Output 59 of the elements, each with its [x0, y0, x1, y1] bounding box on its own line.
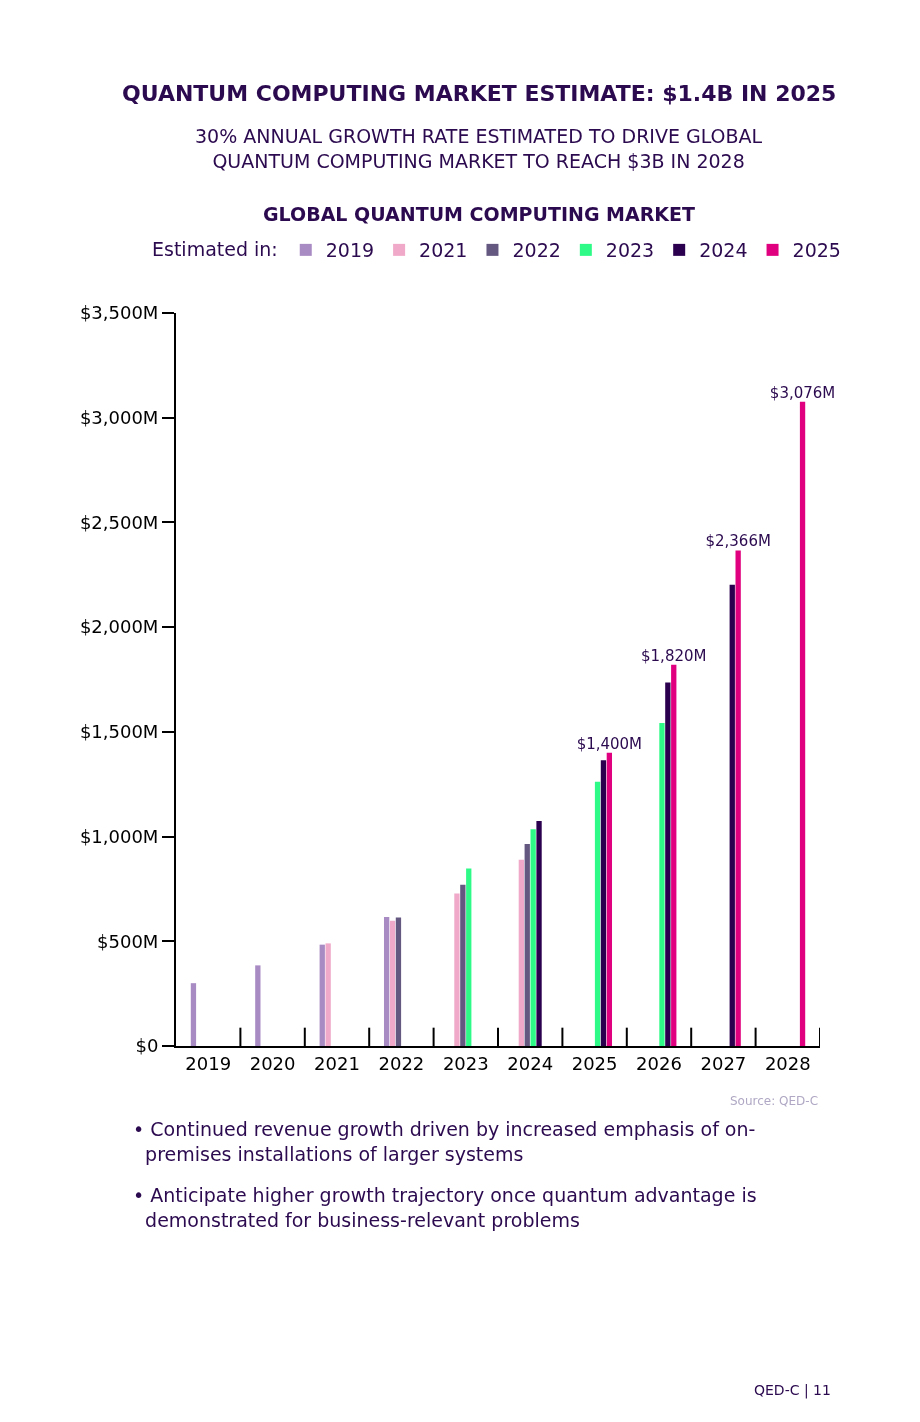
data-label: $1,400M — [576, 734, 643, 753]
chart-subtitle: 30% ANNUAL GROWTH RATE ESTIMATED TO DRIVE GLOBAL QUANTUM COMPUTING MARKET TO REACH $3B IN 2028 — [195, 125, 763, 172]
text: QED-C | 11 — [754, 1382, 831, 1399]
text: • Continued revenue growth driven by increased emphasis of on- premises installations of larger systems — [133, 1118, 756, 1165]
y-tick-label: $0 — [135, 1035, 159, 1057]
bar — [536, 821, 542, 1046]
x-tick-label: 2025 — [571, 1052, 618, 1074]
text: • Anticipate higher growth trajectory once quantum advantage is demonstrated for business-relevant problems — [133, 1184, 757, 1231]
bar — [600, 760, 607, 1046]
y-tick-label: $500M — [97, 930, 159, 952]
bar — [729, 584, 735, 1046]
source-note: Source: QED-C — [730, 1094, 819, 1108]
bar — [389, 920, 396, 1046]
y-tick-label: $1,000M — [79, 825, 159, 847]
legend-label: 2021 — [419, 239, 468, 262]
bar — [671, 664, 677, 1046]
legend-title: Estimated in: — [152, 237, 278, 260]
bar — [454, 893, 460, 1046]
bar — [606, 752, 613, 1046]
bar — [665, 682, 671, 1046]
bar — [395, 917, 402, 1046]
legend-label: 2025 — [792, 239, 841, 262]
bar — [190, 983, 197, 1046]
y-tick-label: $3,000M — [79, 407, 159, 429]
x-tick-label: 2022 — [378, 1052, 425, 1074]
bar — [466, 868, 472, 1046]
legend-label: 2022 — [512, 239, 561, 262]
bar — [524, 843, 530, 1046]
y-tick-label: $1,500M — [79, 721, 159, 743]
x-tick-label: 2023 — [442, 1052, 489, 1074]
data-label: $1,820M — [641, 646, 707, 665]
legend-label: 2024 — [699, 239, 748, 262]
bar — [799, 401, 806, 1046]
y-tick-label: $3,500M — [79, 302, 159, 324]
bar — [383, 916, 390, 1046]
x-tick-label: 2028 — [764, 1052, 811, 1074]
x-tick-label: 2026 — [636, 1052, 682, 1074]
bar — [460, 884, 466, 1046]
bar — [325, 943, 331, 1046]
bar — [518, 859, 524, 1046]
y-tick-label: $2,000M — [79, 616, 159, 638]
legend-label: 2019 — [325, 239, 375, 262]
data-label: $3,076M — [769, 383, 836, 402]
bar — [659, 723, 665, 1046]
bar — [735, 550, 741, 1046]
data-label: $2,366M — [705, 532, 771, 551]
chart-title: QUANTUM COMPUTING MARKET ESTIMATE: $1.4B IN 2025 — [122, 81, 837, 106]
legend-label: 2023 — [605, 239, 655, 262]
x-tick-label: 2019 — [185, 1052, 232, 1074]
x-tick-label: 2024 — [507, 1052, 554, 1074]
bar — [319, 944, 325, 1046]
x-tick-label: 2027 — [700, 1052, 747, 1074]
bar — [594, 781, 601, 1046]
bar — [530, 829, 536, 1046]
y-tick-label: $2,500M — [79, 511, 159, 533]
x-tick-label: 2020 — [249, 1052, 296, 1074]
bar — [255, 965, 261, 1046]
text: GLOBAL QUANTUM COMPUTING MARKET — [263, 203, 696, 225]
x-tick-label: 2021 — [314, 1052, 360, 1074]
